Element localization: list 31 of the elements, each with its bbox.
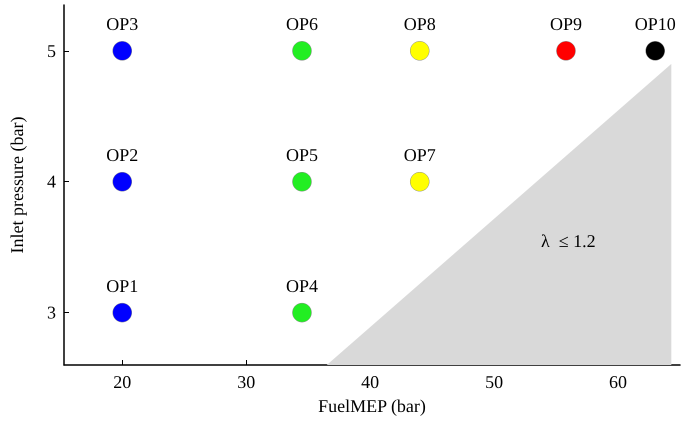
point bbox=[556, 41, 576, 61]
x-tick-label: 20 bbox=[113, 372, 132, 392]
y-tick-label: 3 bbox=[47, 302, 56, 323]
point bbox=[410, 41, 430, 61]
point bbox=[292, 172, 312, 192]
data-label: OP7 bbox=[404, 144, 436, 165]
point bbox=[292, 302, 312, 322]
x-tick-label: 40 bbox=[361, 372, 380, 392]
data-label: OP2 bbox=[106, 144, 138, 165]
x-tick-label: 50 bbox=[485, 372, 504, 392]
data-label: OP9 bbox=[550, 14, 582, 34]
x-tick-label: 30 bbox=[237, 372, 256, 392]
point bbox=[410, 172, 430, 192]
y-axis-title: Inlet pressure (bar) bbox=[7, 116, 27, 254]
y-tick-label: 4 bbox=[47, 172, 56, 192]
data-label: OP3 bbox=[106, 14, 138, 34]
data-label: OP6 bbox=[286, 14, 318, 34]
point bbox=[112, 41, 132, 61]
point bbox=[292, 41, 312, 61]
x-tick-label: 60 bbox=[609, 372, 628, 392]
point bbox=[112, 172, 132, 192]
annotation: λ ≤ 1.2 bbox=[541, 231, 596, 251]
data-label: OP1 bbox=[106, 276, 138, 296]
y-tick-label: 5 bbox=[47, 40, 56, 61]
point bbox=[645, 41, 665, 61]
data-label: OP8 bbox=[404, 14, 436, 34]
data-label: OP10 bbox=[634, 14, 676, 34]
x-axis-title: FuelMEP (bar) bbox=[318, 396, 426, 416]
point bbox=[112, 302, 132, 322]
data-label: OP4 bbox=[286, 276, 318, 296]
data-label: OP5 bbox=[286, 144, 318, 165]
